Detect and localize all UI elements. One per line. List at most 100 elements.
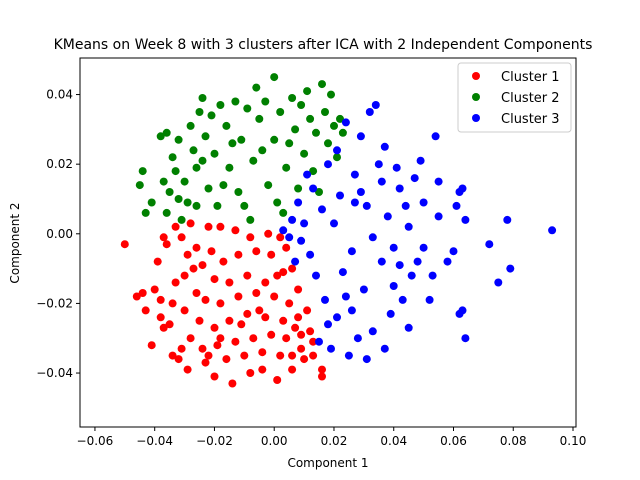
- cluster-1-point: [180, 271, 189, 280]
- cluster-2-point: [189, 146, 198, 155]
- cluster-1-point: [198, 344, 207, 353]
- cluster-3-point: [341, 118, 350, 127]
- cluster-2-point: [195, 108, 204, 116]
- cluster-2-point: [336, 114, 344, 123]
- cluster-2-point: [180, 177, 189, 186]
- cluster-3-point: [318, 205, 326, 214]
- cluster-2-point: [159, 177, 168, 186]
- cluster-2-point: [246, 215, 255, 224]
- cluster-1-point: [216, 222, 225, 231]
- legend: Cluster 1 Cluster 2 Cluster 3: [457, 62, 572, 133]
- cluster-3-point: [356, 132, 365, 141]
- y-axis-label: Component 2: [8, 202, 22, 283]
- cluster-2-point: [312, 128, 320, 137]
- cluster-2-point: [258, 146, 267, 155]
- cluster-1-point: [174, 355, 183, 364]
- cluster-1-point: [231, 337, 240, 346]
- cluster-1-point: [120, 240, 129, 249]
- cluster-1-point: [165, 320, 174, 329]
- cluster-1-point: [258, 365, 267, 374]
- cluster-3-point: [485, 240, 494, 249]
- cluster-3-point: [419, 243, 428, 252]
- cluster-1-point: [225, 316, 234, 325]
- cluster-2-point: [282, 163, 291, 172]
- y-tick-label: 0.02: [46, 157, 73, 171]
- y-tick-label: −0.02: [36, 296, 73, 310]
- x-tick-label: −0.04: [136, 434, 173, 448]
- cluster-2-point: [192, 201, 201, 210]
- cluster-3-point: [315, 337, 323, 346]
- cluster-1-point: [192, 289, 201, 297]
- cluster-2-point: [270, 73, 279, 82]
- cluster-1-point: [240, 351, 249, 360]
- cluster-2-point: [219, 181, 228, 190]
- x-tick-label: −0.02: [196, 434, 233, 448]
- cluster-1-point: [306, 327, 315, 336]
- cluster-2-point: [243, 104, 252, 113]
- cluster-1-point: [189, 264, 198, 273]
- x-tick-label: 0.08: [500, 434, 527, 448]
- cluster-2-point: [222, 121, 231, 130]
- cluster-1-point: [234, 292, 243, 301]
- cluster-1-point: [279, 268, 288, 277]
- legend-marker-cluster-2: [472, 93, 480, 101]
- cluster-1-point: [180, 306, 189, 315]
- cluster-2-point: [330, 121, 338, 130]
- cluster-2-point: [324, 139, 332, 148]
- cluster-1-point: [279, 316, 288, 325]
- cluster-2-point: [333, 153, 341, 162]
- points-layer: [120, 73, 557, 388]
- cluster-3-point: [333, 313, 341, 322]
- cluster-2-point: [276, 108, 285, 116]
- legend-marker-cluster-1: [472, 72, 480, 80]
- cluster-1-point: [249, 334, 258, 343]
- cluster-1-point: [183, 250, 192, 259]
- cluster-2-point: [186, 121, 195, 130]
- cluster-3-point: [395, 184, 404, 193]
- cluster-3-point: [347, 247, 356, 256]
- cluster-1-point: [201, 358, 210, 367]
- cluster-2-point: [291, 125, 300, 134]
- cluster-1-point: [294, 313, 303, 322]
- cluster-3-point: [324, 320, 332, 329]
- cluster-3-point: [324, 160, 332, 169]
- cluster-1-point: [270, 292, 279, 301]
- cluster-3-point: [362, 355, 371, 364]
- cluster-3-point: [434, 212, 443, 221]
- cluster-3-point: [452, 201, 461, 210]
- cluster-1-point: [177, 344, 186, 353]
- cluster-1-point: [195, 316, 204, 325]
- cluster-1-point: [294, 285, 303, 294]
- cluster-1-point: [228, 379, 237, 388]
- cluster-1-point: [318, 372, 326, 381]
- cluster-1-point: [297, 330, 306, 339]
- cluster-1-point: [156, 295, 165, 304]
- cluster-3-point: [312, 271, 320, 280]
- cluster-2-point: [285, 139, 294, 148]
- cluster-3-point: [386, 309, 395, 318]
- cluster-3-point: [294, 198, 303, 207]
- cluster-1-point: [255, 306, 264, 315]
- cluster-1-point: [309, 337, 318, 346]
- cluster-1-point: [204, 351, 213, 360]
- cluster-2-point: [174, 135, 183, 144]
- cluster-3-point: [344, 351, 353, 360]
- cluster-1-point: [246, 233, 255, 242]
- cluster-1-point: [138, 289, 147, 297]
- cluster-1-point: [210, 323, 219, 332]
- cluster-2-point: [147, 198, 156, 207]
- y-tick-label: −0.04: [36, 366, 73, 380]
- cluster-2-point: [252, 83, 261, 92]
- legend-label-cluster-1: Cluster 1: [501, 70, 560, 85]
- cluster-1-point: [309, 351, 318, 360]
- cluster-1-point: [276, 351, 285, 360]
- cluster-3-point: [306, 250, 315, 259]
- cluster-1-point: [159, 233, 168, 242]
- x-axis-label: Component 1: [287, 456, 368, 470]
- cluster-1-point: [156, 313, 165, 322]
- cluster-1-point: [198, 261, 207, 270]
- cluster-1-point: [273, 376, 282, 384]
- cluster-3-point: [461, 215, 470, 224]
- cluster-3-point: [368, 233, 377, 242]
